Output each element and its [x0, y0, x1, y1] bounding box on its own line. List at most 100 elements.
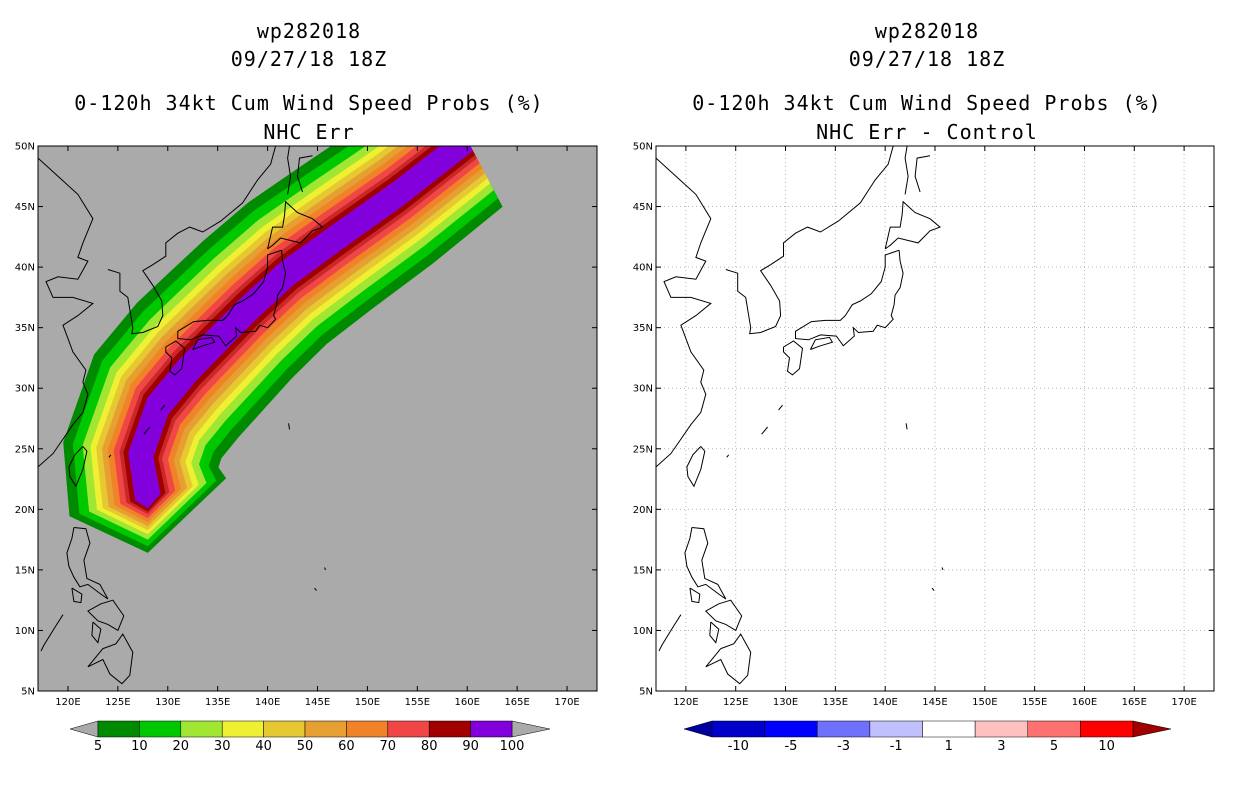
coastline [108, 454, 112, 458]
lat-label: 5N [21, 687, 35, 698]
colorbar-label: 10 [131, 739, 148, 754]
colorbar-high-arrow [1132, 720, 1172, 738]
coastline [778, 404, 783, 411]
product-title: 0-120h 34kt Cum Wind Speed Probs (%) [74, 91, 544, 115]
colorbar-box [974, 720, 1028, 738]
colorbar-low-arrow [69, 720, 99, 738]
lat-label: 25N [15, 444, 35, 455]
lon-label: 170E [1171, 697, 1196, 708]
lat-label: 5N [639, 687, 653, 698]
coastline [914, 155, 931, 193]
lon-label: 155E [1022, 697, 1047, 708]
coastline [905, 423, 908, 430]
lon-label: 125E [723, 697, 748, 708]
coastline [192, 336, 216, 350]
colorbar-label: 10 [1098, 739, 1115, 754]
lat-label: 45N [633, 202, 653, 213]
colorbar-box [387, 720, 430, 738]
coastline [884, 200, 941, 250]
lon-label: 125E [105, 697, 130, 708]
prob-contour-90 [123, 146, 476, 512]
coastline [68, 446, 88, 488]
coastline [656, 157, 712, 468]
lon-label: 160E [1072, 697, 1097, 708]
colorbar-label: -5 [784, 739, 797, 754]
coastline [71, 587, 83, 604]
lat-label: 20N [633, 505, 653, 516]
coastline [941, 567, 944, 571]
colorbar-label: 5 [94, 739, 102, 754]
coastline [783, 340, 804, 376]
left-map: 50N 45N 40N 35N 30N 25N 20N 15N 10N 5N 120E 125E 130… [15, 142, 598, 754]
coastline [658, 614, 682, 652]
colorbar-label: 1 [945, 739, 953, 754]
coastline [177, 249, 287, 347]
coastline [143, 426, 151, 435]
coastline [38, 157, 94, 468]
colorbar-box [304, 720, 347, 738]
product-title: 0-120h 34kt Cum Wind Speed Probs (%) [692, 91, 1162, 115]
lat-label: 25N [633, 444, 653, 455]
lon-label: 140E [255, 697, 280, 708]
colorbar-label: 50 [297, 739, 314, 754]
lon-label: 130E [773, 697, 798, 708]
coastline [296, 155, 313, 193]
colorbar-box [711, 720, 765, 738]
lat-label: 15N [633, 565, 653, 576]
coastline [87, 599, 125, 632]
product-subtitle: NHC Err [263, 120, 355, 144]
coastline [705, 633, 752, 685]
lon-label: 120E [673, 697, 698, 708]
colorbar-label: -1 [890, 739, 903, 754]
coastline [726, 454, 730, 458]
colorbar-label: 40 [255, 739, 272, 754]
lat-label: 35N [633, 323, 653, 334]
coastline [684, 527, 727, 600]
colorbar-label: 60 [338, 739, 355, 754]
lat-label: 50N [15, 142, 35, 153]
colorbar-label: 3 [997, 739, 1005, 754]
lat-label: 10N [633, 626, 653, 637]
coastline [165, 340, 186, 376]
coastline [267, 200, 324, 250]
storm-id: wp282018 [874, 19, 980, 43]
coastline [160, 404, 166, 411]
lat-label: 30N [633, 384, 653, 395]
coastline [795, 249, 904, 347]
right-panel: wp282018 09/27/18 18Z 0-120h 34kt Cum Wi… [618, 0, 1236, 800]
lat-label: 40N [633, 263, 653, 274]
colorbar-box [180, 720, 223, 738]
colorbar-box [869, 720, 923, 738]
lon-label: 160E [455, 697, 480, 708]
coastline [324, 567, 326, 571]
colorbar-box [346, 720, 389, 738]
colorbar-box [1027, 720, 1081, 738]
lon-label: 150E [972, 697, 997, 708]
coastline [704, 599, 743, 632]
coastline [931, 587, 935, 591]
coastline [107, 146, 277, 335]
lon-label: 165E [504, 697, 529, 708]
colorbar-label: 5 [1050, 739, 1058, 754]
prob-contour-50 [102, 146, 485, 527]
product-subtitle: NHC Err - Control [816, 120, 1038, 144]
lat-label: 40N [15, 263, 35, 274]
coastline [288, 423, 290, 430]
prob-contour-60 [107, 146, 483, 523]
coastline [91, 621, 102, 644]
coastline [40, 614, 64, 652]
storm-id: wp282018 [256, 19, 362, 43]
colorbar-box [428, 720, 471, 738]
coastline [761, 426, 768, 435]
lat-label: 45N [15, 202, 35, 213]
colorbar-box [764, 720, 818, 738]
lon-label: 155E [405, 697, 430, 708]
lon-label: 165E [1122, 697, 1147, 708]
colorbar-box [221, 720, 264, 738]
right-map: 50N 45N 40N 35N 30N 25N 20N 15N 10N 5N 120E 125E 130… [633, 142, 1215, 754]
lat-label: 15N [15, 565, 35, 576]
coastline [689, 587, 701, 604]
colorbar-label: 100 [500, 739, 525, 754]
map-content [656, 146, 1214, 691]
coastline [314, 587, 317, 591]
